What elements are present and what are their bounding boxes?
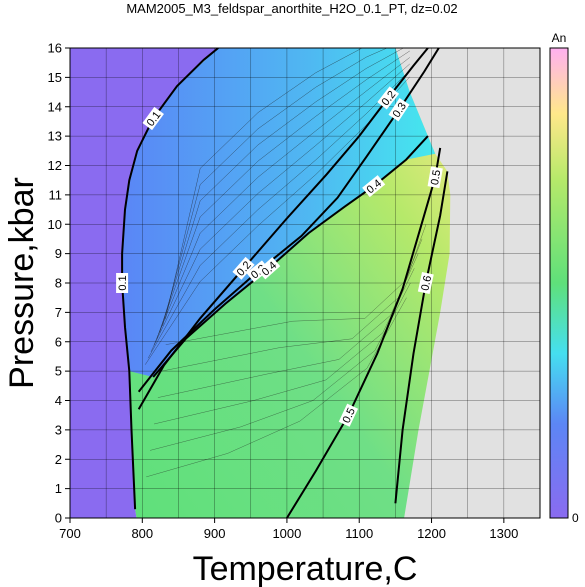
y-tick-label: 14 [48,99,62,114]
x-axis-label: Temperature,C [193,550,418,587]
contour-label-box [362,175,386,198]
x-tick-label: 800 [131,526,153,541]
contour-0.1 [121,48,219,510]
y-tick-label: 9 [55,246,62,261]
contour-label: 0.5 [338,403,359,427]
x-tick-label: 1000 [272,526,301,541]
x-tick-label: 900 [204,526,226,541]
y-tick-label: 1 [55,481,62,496]
contour-0.3 [137,48,440,393]
y-tick-label: 4 [55,393,62,408]
plot-area: 0.10.10.20.20.30.30.40.40.50.50.6 [70,48,540,518]
contour-label: 0.5 [427,166,443,189]
y-tick-label: 3 [55,422,62,437]
contour-label-text: 0.5 [341,406,358,425]
y-tick-label: 8 [55,276,62,291]
contour-label-text: 0.6 [419,274,434,291]
contour-label-box [142,106,164,131]
contour-label: 0.6 [417,271,434,295]
x-tick-label: 1200 [417,526,446,541]
grid [70,48,540,518]
y-tick-label: 16 [48,41,62,56]
chart-title: MAM2005_M3_feldspar_anorthite_H2O_0.1_PT… [126,1,457,16]
x-tick-label: 700 [59,526,81,541]
upper-field [122,48,436,377]
contour-label-box [116,273,129,293]
colorbar-min-label: 0 [572,511,579,525]
x-axis: 700 800 900 1000 1100 1200 1300 [59,518,518,541]
colorbar-gradient [549,47,569,519]
x-tick-label: 1300 [489,526,518,541]
y-tick-label: 15 [48,70,62,85]
y-tick-label: 13 [48,129,62,144]
y-tick-label: 6 [55,334,62,349]
contour-label-text: 0.1 [117,275,129,290]
contour-label: 0.1 [116,273,129,293]
contour-label-box [388,98,410,122]
x-tick-label: 1100 [345,526,373,541]
contour-0.4 [152,135,429,378]
y-axis-label: Pressure,kbar [3,177,41,389]
contour-label-box [338,403,359,427]
y-tick-label: 11 [49,187,63,202]
contour-label-text: 0.5 [429,169,443,186]
y-tick-label: 5 [55,364,62,379]
contour-label-box [377,86,400,110]
colorbar: An 0 [549,31,579,525]
y-tick-label: 12 [48,158,62,173]
contour-label-box [427,166,443,189]
y-tick-label: 0 [55,511,62,526]
y-tick-label: 10 [48,217,62,232]
contour-label-box [232,256,255,280]
colorbar-label: An [552,31,567,45]
minor-contour-line [165,224,427,345]
contour-0.6 [394,171,449,504]
contour-label-box [417,271,434,295]
y-tick-label: 2 [55,452,62,467]
y-tick-label: 7 [55,305,62,320]
contour-label-box [257,257,281,280]
